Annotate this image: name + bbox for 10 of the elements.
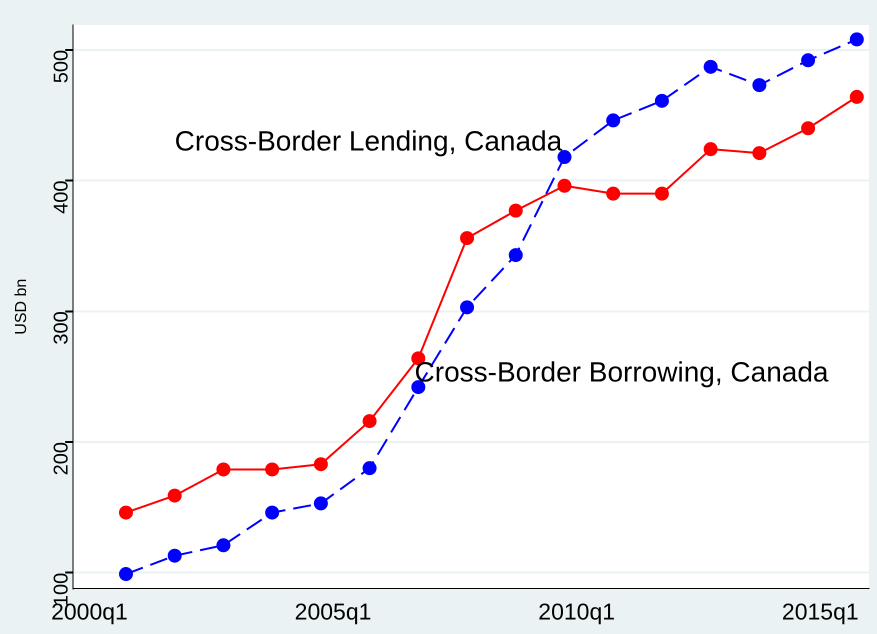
y-tick-label: 400 xyxy=(50,180,73,214)
y-tick-label: 500 xyxy=(50,50,73,84)
y-tick-label: 300 xyxy=(50,311,73,345)
x-tick-label: 2005q1 xyxy=(294,598,372,625)
annotation: Cross-Border Lending, Canada xyxy=(174,125,563,156)
y-axis-title: USD bn xyxy=(13,278,30,335)
x-tick-label: 2015q1 xyxy=(782,598,859,625)
annotation: Cross-Border Borrowing, Canada xyxy=(414,356,829,388)
y-tick-label: 200 xyxy=(50,442,73,476)
x-tick-label: 2010q1 xyxy=(538,598,616,625)
